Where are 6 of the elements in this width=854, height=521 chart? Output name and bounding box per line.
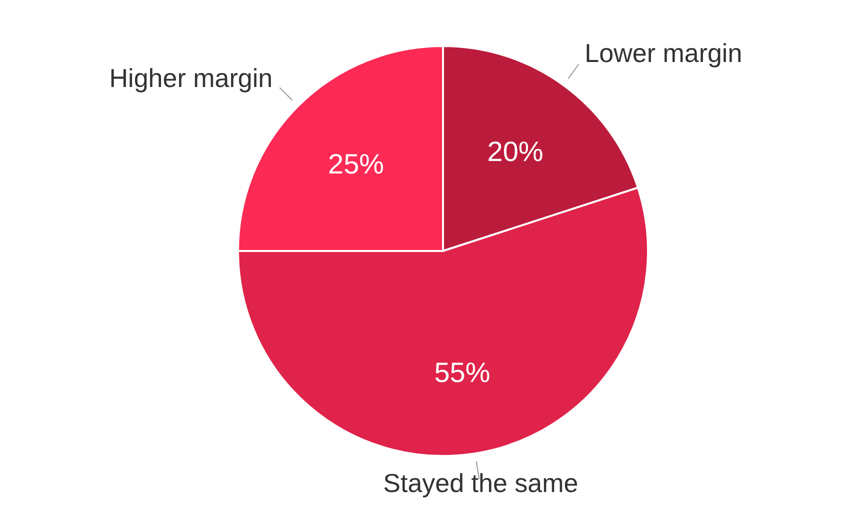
slice-label: Lower margin bbox=[584, 38, 742, 68]
data-label: 25% bbox=[328, 148, 384, 180]
data-label: 55% bbox=[434, 356, 490, 388]
slice-label: Stayed the same bbox=[383, 468, 578, 498]
slice-label: Higher margin bbox=[109, 62, 273, 93]
data-label: 20% bbox=[487, 136, 544, 167]
